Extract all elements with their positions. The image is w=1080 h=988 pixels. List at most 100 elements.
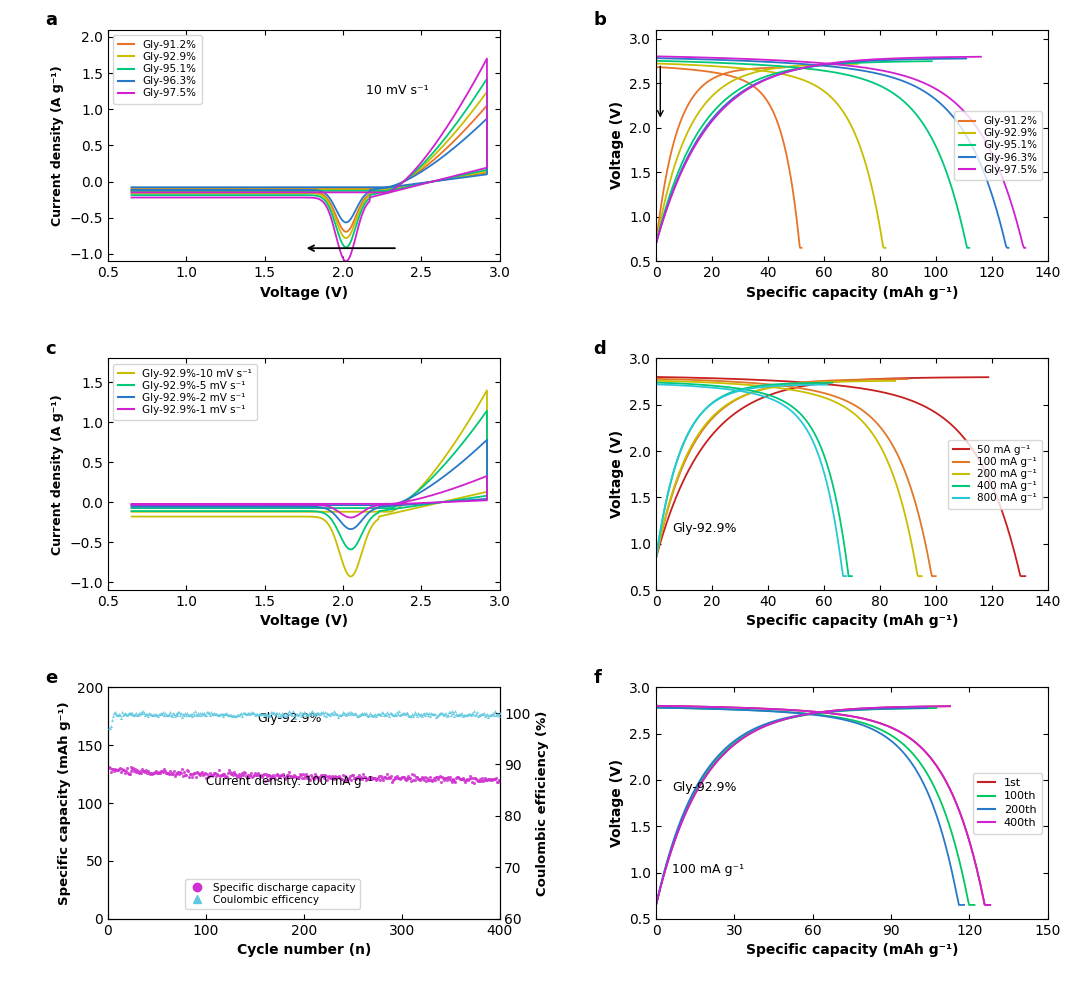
Point xyxy=(157,704,174,720)
Point xyxy=(374,704,391,720)
Point xyxy=(166,708,184,724)
Point xyxy=(430,769,447,784)
Point xyxy=(386,706,403,722)
X-axis label: Specific capacity (mAh g⁻¹): Specific capacity (mAh g⁻¹) xyxy=(745,286,958,299)
Point xyxy=(418,705,435,721)
Point xyxy=(261,770,279,785)
Point xyxy=(446,707,463,723)
Point xyxy=(311,706,328,722)
Point xyxy=(360,770,377,785)
Point xyxy=(355,770,373,785)
Point xyxy=(478,705,496,721)
Point xyxy=(161,763,178,779)
Point xyxy=(262,704,280,720)
Point xyxy=(322,770,339,785)
Point xyxy=(316,768,334,783)
Point xyxy=(158,766,175,782)
Point xyxy=(390,703,407,719)
Point xyxy=(359,771,376,786)
Point xyxy=(434,705,451,721)
Point xyxy=(270,767,287,782)
Point xyxy=(184,770,201,785)
Point xyxy=(442,772,459,787)
Point xyxy=(349,770,366,785)
Point xyxy=(246,706,264,722)
Point xyxy=(324,769,341,784)
Point xyxy=(469,704,486,720)
Point xyxy=(200,768,217,783)
Point xyxy=(487,707,504,723)
Point xyxy=(264,705,281,721)
Point xyxy=(429,771,446,786)
Point xyxy=(122,763,139,779)
Point xyxy=(129,763,146,779)
Point xyxy=(298,705,315,721)
Point xyxy=(171,766,188,782)
Point xyxy=(485,706,502,722)
Point xyxy=(163,707,180,723)
Point xyxy=(147,706,164,722)
Point xyxy=(258,706,275,722)
Point xyxy=(490,773,509,788)
Point xyxy=(313,768,330,783)
Point xyxy=(116,765,133,781)
Point xyxy=(171,704,188,720)
Point xyxy=(399,704,416,720)
Point xyxy=(117,705,134,721)
Point xyxy=(264,770,281,785)
Point xyxy=(433,705,450,721)
Point xyxy=(205,704,222,720)
Point xyxy=(281,765,298,781)
Point xyxy=(383,706,401,722)
Point xyxy=(231,770,248,785)
Point xyxy=(487,771,504,786)
Point xyxy=(279,768,296,783)
Point xyxy=(449,769,467,784)
Point xyxy=(375,773,392,788)
Point xyxy=(108,707,125,723)
Point xyxy=(340,703,357,719)
Point xyxy=(379,706,396,722)
X-axis label: Specific capacity (mAh g⁻¹): Specific capacity (mAh g⁻¹) xyxy=(745,944,958,957)
Point xyxy=(480,772,497,787)
Point xyxy=(418,773,435,788)
Point xyxy=(245,705,262,721)
Point xyxy=(257,706,274,722)
Point xyxy=(282,768,299,783)
Point xyxy=(306,705,323,721)
Point xyxy=(238,706,255,722)
Legend: Gly-91.2%, Gly-92.9%, Gly-95.1%, Gly-96.3%, Gly-97.5%: Gly-91.2%, Gly-92.9%, Gly-95.1%, Gly-96.… xyxy=(954,111,1042,180)
Point xyxy=(151,766,168,782)
Point xyxy=(455,708,472,724)
Point xyxy=(214,707,231,723)
Point xyxy=(332,770,349,785)
Point xyxy=(330,707,348,723)
Point xyxy=(373,707,390,723)
Point xyxy=(346,705,363,721)
Point xyxy=(404,766,421,782)
Point xyxy=(188,770,205,785)
Point xyxy=(219,765,237,781)
Point xyxy=(240,705,257,721)
Point xyxy=(137,762,154,778)
Point xyxy=(397,772,415,787)
Point xyxy=(120,705,137,721)
Point xyxy=(213,768,230,783)
Point xyxy=(126,705,144,721)
Point xyxy=(347,706,364,722)
Point xyxy=(151,705,168,721)
Point xyxy=(157,707,174,723)
Point xyxy=(428,769,445,784)
Point xyxy=(324,770,341,785)
Point xyxy=(372,706,389,722)
Point xyxy=(180,769,198,784)
Text: 10 mV s⁻¹: 10 mV s⁻¹ xyxy=(366,85,429,98)
Point xyxy=(210,707,227,723)
Point xyxy=(353,770,370,785)
Point xyxy=(261,706,279,722)
Point xyxy=(131,705,148,721)
Point xyxy=(307,706,324,722)
Point xyxy=(296,769,313,784)
Point xyxy=(396,771,414,786)
Point xyxy=(435,772,453,787)
